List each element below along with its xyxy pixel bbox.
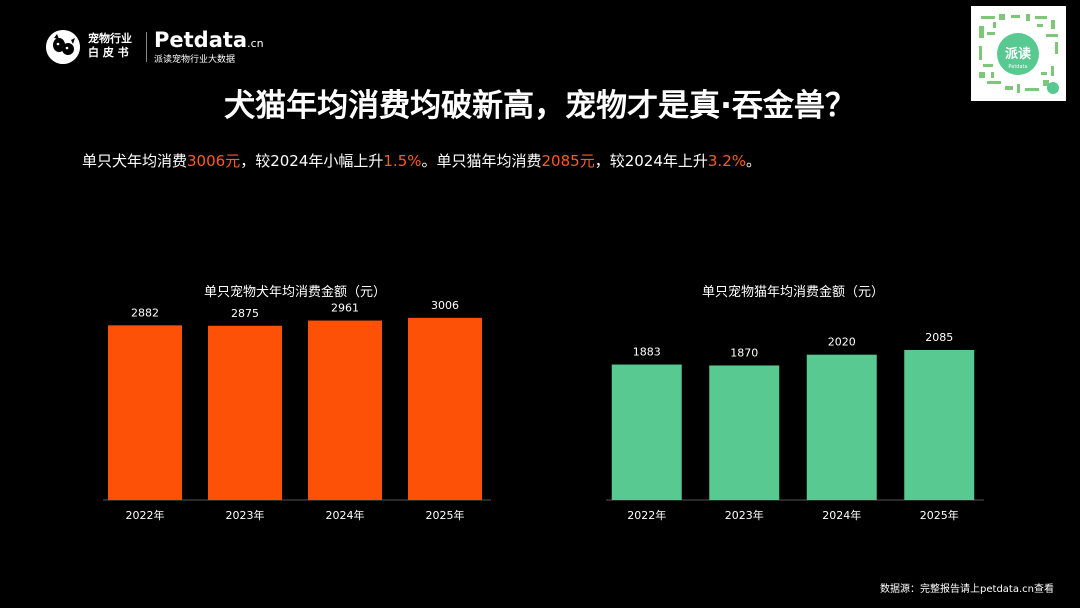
dog-data-label-0: 2882 [131, 306, 159, 319]
cat-data-label-1: 1870 [730, 346, 758, 359]
logo-divider [146, 32, 147, 62]
cat-data-label-2: 2020 [828, 336, 856, 349]
cat-bar-1 [709, 365, 780, 500]
cat-category-label-2: 2024年 [822, 508, 861, 522]
pet-logo-icon [46, 30, 80, 64]
cat-growth-value: 3.2% [707, 152, 746, 170]
mini-program-qr-code: 派读 Petdata [971, 6, 1066, 101]
dog-spend-value: 3006元 [187, 152, 241, 170]
dog-bar-1 [208, 325, 282, 500]
logo-whitepaper-text: 宠物行业 白 皮 书 [88, 32, 132, 60]
dog-category-label-1: 2023年 [226, 508, 265, 522]
qr-center-sublabel: Petdata [1008, 64, 1027, 70]
cat-spend-bar-chart: 1883 2022年 1870 2023年 2020 2024年 2085 2025年 [606, 331, 984, 522]
cat-bar-2 [806, 354, 877, 500]
summary-part-5: 。 [746, 152, 762, 170]
cat-spend-value: 2085元 [541, 152, 595, 170]
summary-part-4: ，较2024年上升 [594, 152, 708, 170]
cat-data-label-3: 2085 [925, 331, 953, 344]
qr-center-label: 派读 [1005, 46, 1031, 62]
header-logo: 宠物行业 白 皮 书 Petdata.cn 派读宠物行业大数据 [46, 28, 264, 70]
dog-chart-title: 单只宠物犬年均消费金额（元） [203, 285, 386, 300]
brand-name-main: Petdata [154, 28, 248, 52]
page-title: 犬猫年均消费均破新高，宠物才是真·吞金兽？ [224, 88, 856, 124]
summary-part-2: ，较2024年小幅上升 [240, 152, 384, 170]
cat-bar-0 [611, 364, 682, 500]
logo-line-1: 宠物行业 [88, 32, 132, 45]
dog-bar-0 [108, 325, 182, 500]
dog-bar-2 [308, 320, 382, 500]
summary-part-1: 单只犬年均消费 [82, 152, 188, 170]
brand-name: Petdata.cn [154, 28, 264, 52]
logo-line-2: 白 皮 书 [88, 46, 129, 59]
cat-bar-3 [904, 350, 975, 500]
summary-text: 单只犬年均消费3006元，较2024年小幅上升1.5%。单只猫年均消费2085元… [82, 150, 761, 171]
dog-bar-3 [408, 317, 482, 500]
dog-data-label-2: 2961 [331, 302, 359, 315]
brand-subtitle: 派读宠物行业大数据 [154, 55, 236, 65]
brand-suffix: .cn [247, 37, 264, 50]
dog-category-label-3: 2025年 [426, 508, 465, 522]
dog-data-label-1: 2875 [231, 307, 259, 320]
cat-chart-title: 单只宠物猫年均消费金额（元） [701, 285, 884, 300]
dog-growth-value: 1.5% [383, 152, 422, 170]
dog-data-label-3: 3006 [431, 300, 459, 312]
dog-spend-bar-chart: 2882 2022年 2875 2023年 2961 2024年 3006 2025年 [103, 300, 491, 522]
cat-data-label-0: 1883 [633, 346, 661, 359]
cat-category-label-1: 2023年 [725, 508, 764, 522]
summary-part-3: 。单只猫年均消费 [421, 152, 542, 170]
dog-category-label-2: 2024年 [326, 508, 365, 522]
cat-category-label-3: 2025年 [920, 508, 959, 522]
cat-category-label-0: 2022年 [627, 508, 666, 522]
dog-category-label-0: 2022年 [126, 508, 165, 522]
data-source-footer: 数据源：完整报告请上petdata.cn查看 [880, 584, 1054, 595]
